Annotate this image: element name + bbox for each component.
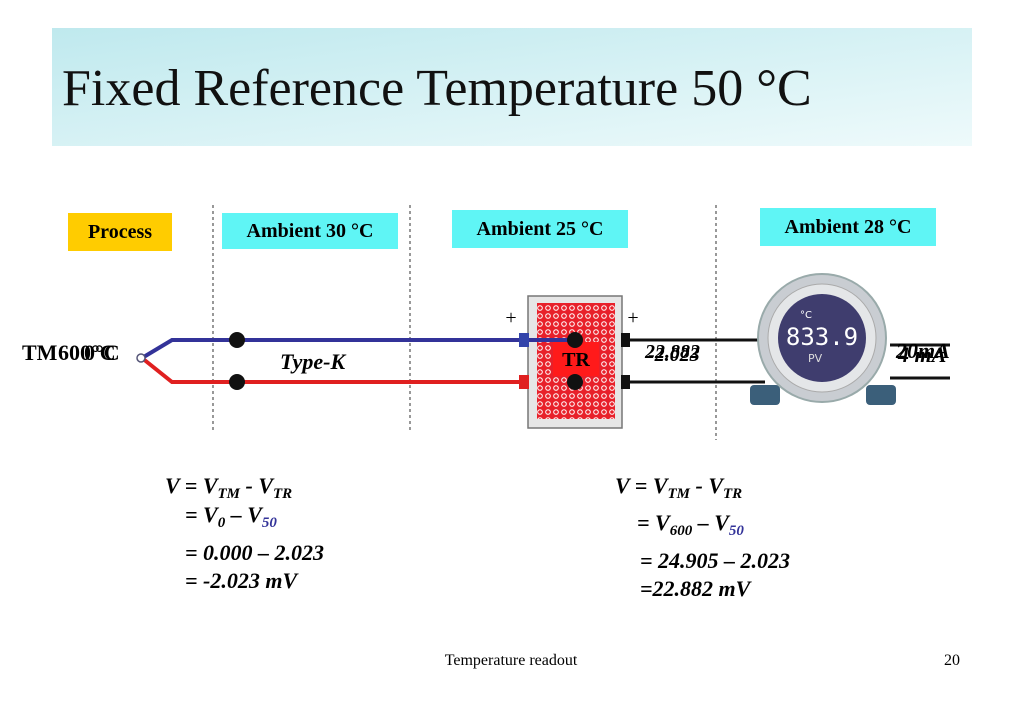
footer: Temperature readout	[445, 652, 578, 669]
equation: =22.882 mV	[640, 576, 753, 601]
eq-part: - V	[690, 473, 725, 498]
page-number: 20	[944, 652, 960, 669]
junction	[136, 353, 146, 363]
equation: V = VTM - VTR	[615, 473, 742, 502]
display-mode: PV	[808, 352, 823, 365]
equation: = V0 – V50	[185, 502, 277, 531]
equation: V = VTM - VTR	[165, 473, 292, 502]
title: Fixed Reference Temperature 50 °C	[62, 60, 812, 117]
ambient-box	[760, 208, 936, 246]
eq-sub: 50	[262, 515, 278, 531]
connector	[621, 333, 630, 347]
node	[567, 332, 583, 348]
wire-red	[140, 356, 525, 384]
eq-sub: TM	[218, 486, 241, 502]
eq-sub: 50	[729, 523, 745, 539]
reading: -2.023	[648, 344, 700, 366]
display-unit: °C	[800, 310, 812, 321]
tm-temp: 0°C	[84, 340, 120, 365]
tr-label: TR	[562, 349, 590, 371]
eq-part: = V	[185, 502, 220, 527]
ambient-label: Ambient 25 °C	[477, 218, 604, 240]
tm-temp: 600°C	[58, 340, 116, 365]
eq-sub: 0	[218, 515, 226, 531]
eq-sub: TR	[273, 486, 292, 502]
current: 4 mA	[897, 342, 946, 367]
node	[229, 332, 245, 348]
ambient-label: Ambient 30 °C	[247, 220, 374, 242]
plus: +	[505, 307, 516, 329]
ambient-label: Ambient 28 °C	[785, 216, 912, 238]
current: 20mA	[895, 338, 950, 363]
process-label: Process	[88, 221, 152, 243]
wire-blue	[140, 338, 525, 360]
connector	[519, 333, 529, 347]
ambient-box	[222, 213, 398, 249]
equation: = 0.000 – 2.023	[185, 540, 324, 565]
wire-type: Type-K	[280, 349, 346, 374]
equation: = V600 – V50	[637, 510, 744, 539]
eq-part: - V	[240, 473, 275, 498]
plus: +	[627, 307, 638, 329]
node	[229, 374, 245, 390]
connector	[621, 375, 630, 389]
ambient-box	[452, 210, 628, 248]
eq-part: V = V	[165, 473, 220, 498]
equation: = 24.905 – 2.023	[640, 548, 790, 573]
transmitter-base	[750, 385, 780, 405]
process-box	[68, 213, 172, 251]
connector	[519, 375, 529, 389]
transmitter-base	[866, 385, 896, 405]
node	[567, 374, 583, 390]
eq-sub: TR	[723, 486, 742, 502]
eq-part: – V	[692, 510, 731, 535]
transmitter-display	[778, 294, 866, 382]
title-band	[52, 28, 972, 146]
eq-sub: TM	[668, 486, 691, 502]
reading: 22.882	[644, 341, 700, 363]
eq-part: V = V	[615, 473, 670, 498]
tm-label: TM	[22, 340, 58, 365]
display-value: 833.9	[786, 323, 858, 351]
eq-part: – V	[225, 502, 264, 527]
eq-part: = V	[637, 510, 672, 535]
eq-sub: 600	[670, 523, 693, 539]
equation: = -2.023 mV	[185, 568, 299, 593]
